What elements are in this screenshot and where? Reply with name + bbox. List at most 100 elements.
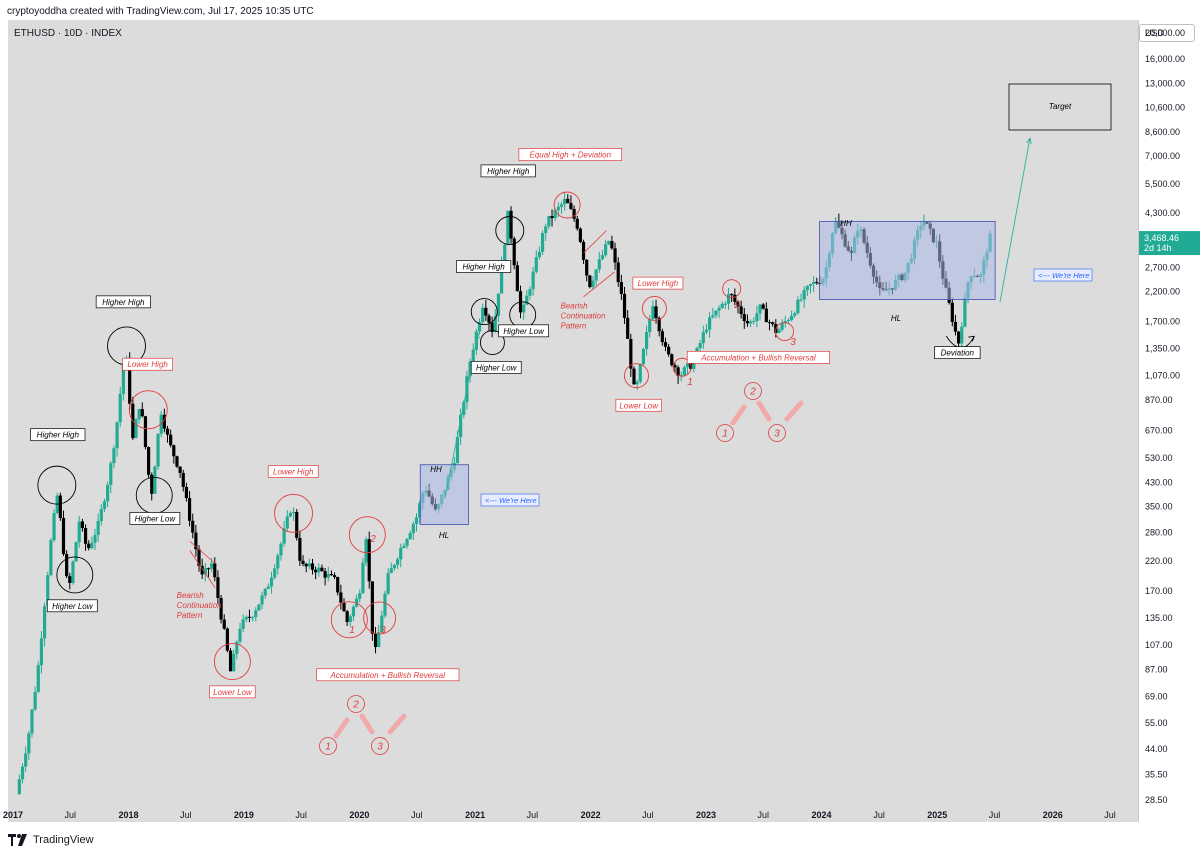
candle	[288, 511, 293, 518]
wave-schematic-circle	[768, 424, 786, 442]
deviation-curve-head	[968, 335, 975, 342]
candle	[780, 319, 784, 332]
candle	[515, 261, 519, 292]
x-tick-label: 2022	[581, 810, 601, 820]
circle-lower-high-2018	[128, 390, 168, 430]
candle	[748, 319, 753, 328]
black-label-6: Higher High	[487, 167, 530, 176]
candle	[80, 518, 85, 532]
candle	[761, 303, 765, 310]
candle	[74, 541, 78, 562]
candle	[254, 607, 258, 622]
accumulation-label-1-box	[686, 350, 830, 364]
range-box-2020	[419, 464, 469, 525]
circle-accum-2-2020	[348, 516, 386, 554]
x-tick-label: 2025	[927, 810, 947, 820]
swing-label-1: HL	[439, 531, 449, 540]
candle	[146, 446, 151, 478]
candle	[789, 310, 794, 322]
red-label-5: Lower Low	[619, 401, 659, 410]
candle	[52, 509, 56, 543]
candle	[345, 609, 349, 627]
candle	[222, 614, 226, 630]
red-label-1-box	[267, 465, 319, 478]
accumulation-label-1: Accumulation + Bullish Reversal	[700, 353, 816, 362]
candle	[736, 300, 740, 314]
candle	[808, 283, 813, 294]
candle	[216, 570, 220, 605]
x-tick-label: 2018	[118, 810, 138, 820]
candle	[685, 362, 690, 375]
candle	[20, 763, 25, 784]
candle	[279, 541, 283, 561]
candle	[544, 223, 548, 241]
wave-schematic-arrow	[333, 717, 350, 739]
candle	[682, 365, 687, 377]
price-axis[interactable]	[1138, 20, 1200, 822]
heads-up-label-1: <--- We're Here	[1038, 271, 1090, 280]
y-tick-label: 35.50	[1145, 769, 1168, 779]
candle	[90, 536, 94, 550]
candle	[109, 461, 113, 493]
candle	[87, 540, 91, 551]
black-label-2-box	[95, 295, 151, 309]
black-label-7-box	[498, 324, 549, 338]
wave-schematic-arrow	[756, 400, 772, 422]
candle	[257, 604, 261, 611]
candle	[351, 604, 356, 622]
y-tick-label: 280.00	[1145, 528, 1173, 538]
candle	[540, 230, 545, 255]
wave-digit-5: 3	[790, 337, 796, 348]
circle-higher-high-2017	[37, 465, 77, 505]
candle	[752, 317, 756, 325]
candle	[282, 520, 286, 547]
black-label-6-box	[480, 164, 536, 178]
candle	[799, 293, 803, 303]
currency-button[interactable]: USD	[1139, 24, 1195, 42]
y-tick-label: 135.00	[1145, 613, 1173, 623]
candle	[336, 576, 340, 596]
candle	[512, 236, 516, 270]
candle	[619, 274, 623, 300]
candle	[708, 312, 712, 338]
projection-arrow-2025	[999, 137, 1031, 303]
circle-accum-1-2019	[330, 601, 368, 639]
bear-pattern-label-0-0: Bearish	[177, 591, 205, 600]
candle	[298, 530, 302, 566]
candle	[187, 490, 192, 527]
candle	[651, 300, 655, 321]
candle	[402, 542, 406, 549]
bear-pattern-label-0-2: Pattern	[177, 611, 203, 620]
x-tick-label: 2026	[1043, 810, 1063, 820]
candle	[238, 622, 242, 645]
y-tick-label: 10,600.00	[1145, 102, 1185, 112]
x-tick-label: Jul	[527, 810, 539, 820]
candle	[314, 566, 318, 580]
candle	[764, 302, 768, 323]
circle-accum-1-2022	[672, 357, 692, 377]
candle	[575, 215, 579, 231]
candle	[150, 472, 154, 501]
candle	[266, 583, 270, 590]
candle	[61, 510, 66, 557]
heads-up-box-0	[480, 493, 540, 507]
candle	[805, 285, 809, 297]
candle	[68, 572, 72, 590]
black-label-4: Higher High	[462, 263, 505, 272]
candle	[342, 598, 346, 612]
candle	[701, 325, 705, 349]
range-box-2024	[819, 220, 996, 300]
candle	[241, 614, 245, 633]
candle	[566, 194, 570, 204]
y-tick-label: 350.00	[1145, 501, 1173, 511]
candle	[481, 303, 485, 325]
candle	[156, 433, 160, 470]
candle	[348, 614, 352, 627]
wave-schematic-arrow	[387, 713, 407, 735]
black-label-1-box	[46, 599, 98, 613]
circle-higher-low-2017	[56, 556, 94, 594]
y-tick-label: 1,350.00	[1145, 343, 1180, 353]
wave-schematic-digit: 1	[722, 429, 728, 440]
candle	[726, 288, 731, 310]
